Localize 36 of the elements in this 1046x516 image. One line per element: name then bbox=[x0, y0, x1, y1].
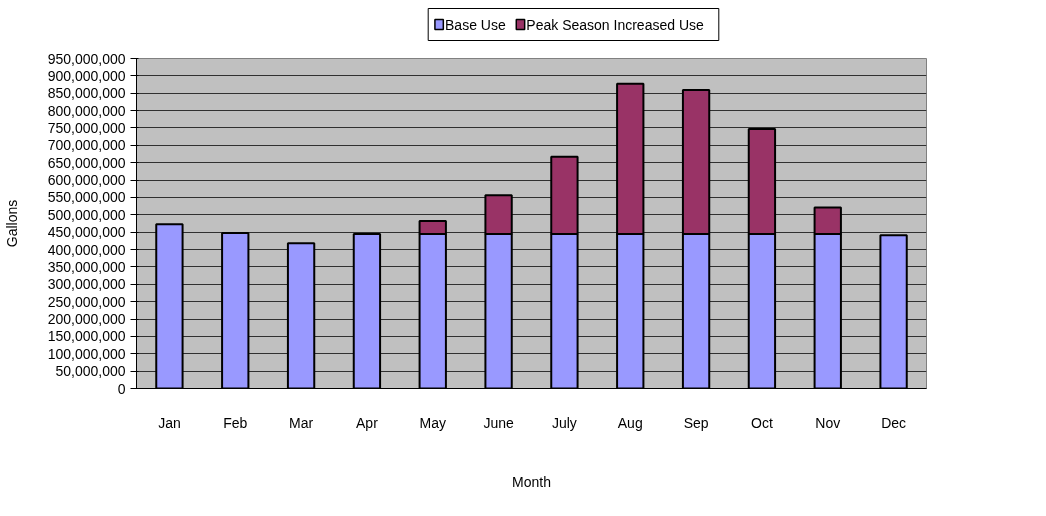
y-tick-label: 350,000,000 bbox=[47, 258, 126, 275]
x-tick-label: Apr bbox=[356, 414, 379, 431]
x-axis-title: Month bbox=[512, 473, 551, 490]
y-tick-label: 550,000,000 bbox=[47, 189, 126, 206]
x-tick-label: Oct bbox=[751, 414, 773, 431]
y-tick-label: 650,000,000 bbox=[47, 154, 126, 171]
x-tick-label: Aug bbox=[617, 414, 643, 431]
x-tick-label: Nov bbox=[815, 414, 841, 431]
y-tick-label: 300,000,000 bbox=[47, 276, 126, 293]
x-tick-label: Feb bbox=[223, 414, 248, 431]
y-tick-label: 100,000,000 bbox=[47, 345, 126, 362]
x-tick-label: Sep bbox=[683, 414, 709, 431]
x-tick-label: May bbox=[419, 414, 446, 431]
y-tick-label: 150,000,000 bbox=[47, 328, 126, 345]
legend-label: Peak Season Increased Use bbox=[526, 16, 705, 33]
y-tick-label: 0 bbox=[117, 380, 126, 397]
y-tick-label: 750,000,000 bbox=[47, 119, 126, 136]
y-tick-label: 400,000,000 bbox=[47, 241, 126, 258]
y-tick-label: 850,000,000 bbox=[47, 85, 126, 102]
y-tick-label: 700,000,000 bbox=[47, 137, 126, 154]
x-tick-label: June bbox=[483, 414, 514, 431]
x-tick-label: July bbox=[551, 414, 577, 431]
y-tick-label: 900,000,000 bbox=[47, 67, 126, 84]
y-tick-label: 450,000,000 bbox=[47, 224, 126, 241]
y-tick-label: 50,000,000 bbox=[55, 363, 126, 380]
x-tick-label: Mar bbox=[289, 414, 314, 431]
y-tick-label: 200,000,000 bbox=[47, 311, 126, 328]
y-axis-title: Gallons bbox=[3, 199, 20, 248]
y-tick-label: 600,000,000 bbox=[47, 172, 126, 189]
y-tick-label: 800,000,000 bbox=[47, 102, 126, 119]
x-tick-label: Dec bbox=[881, 414, 907, 431]
y-tick-label: 950,000,000 bbox=[47, 50, 126, 67]
x-tick-label: Jan bbox=[158, 414, 181, 431]
legend-label: Base Use bbox=[445, 16, 506, 33]
y-tick-label: 500,000,000 bbox=[47, 206, 126, 223]
y-tick-label: 250,000,000 bbox=[47, 293, 126, 310]
